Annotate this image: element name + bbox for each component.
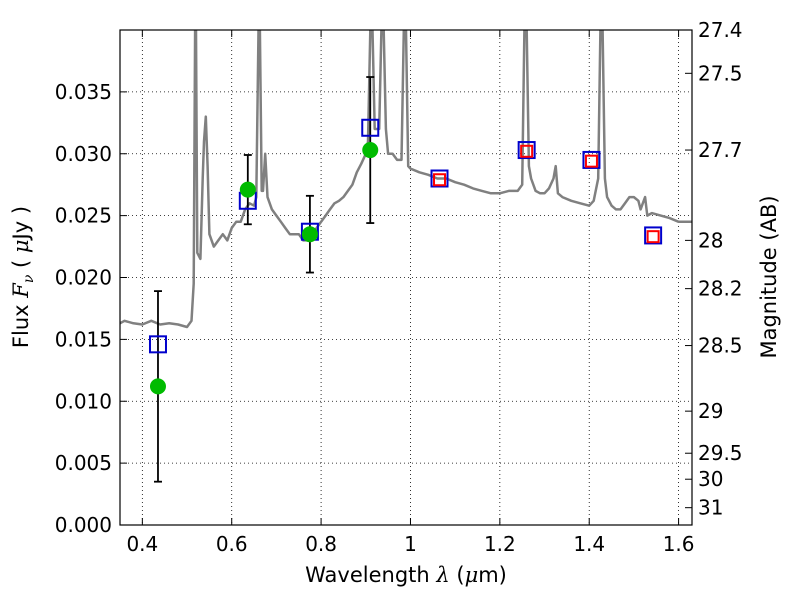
y2-tick-label: 28.2 [698, 277, 743, 301]
blue-square-point [517, 141, 536, 160]
y2-tick-label: 29.5 [698, 441, 743, 465]
green-circle-point [362, 142, 379, 159]
y-tick-label: 0.015 [55, 327, 112, 351]
red-square-point [646, 230, 660, 244]
green-circle-point [301, 226, 318, 243]
y-tick-label: 0.005 [55, 451, 112, 475]
y2-tick-label: 28 [698, 228, 723, 252]
red-square-point [433, 173, 447, 187]
blue-square-point [582, 150, 601, 169]
x-tick-label: 1.6 [663, 532, 695, 556]
plot-area [120, 30, 692, 483]
model-spectrum-line [120, 30, 692, 329]
red-square-point [520, 144, 534, 158]
y2-tick-label: 30 [698, 467, 723, 491]
y-tick-label: 0.025 [55, 204, 112, 228]
x-axis-title: Wavelength λ (μm) [305, 563, 507, 587]
y-axis-title: Flux Fν ( μJy ) [9, 206, 37, 348]
blue-square-point [148, 335, 167, 354]
y-tick-label: 0.010 [55, 389, 112, 413]
red-square-point [584, 154, 598, 168]
y2-tick-label: 27.7 [698, 138, 743, 162]
blue-square-point [644, 226, 663, 245]
x-tick-label: 1.2 [484, 532, 516, 556]
green-circle-point [149, 378, 166, 395]
x-tick-label: 0.8 [305, 532, 337, 556]
y2-tick-label: 31 [698, 496, 723, 520]
y-tick-label: 0.030 [55, 142, 112, 166]
x-tick-label: 0.6 [216, 532, 248, 556]
x-tick-label: 0.4 [126, 532, 158, 556]
y2-tick-label: 27.4 [698, 18, 743, 42]
x-tick-label: 1 [404, 532, 417, 556]
tick-labels: 0.4 0.6 0.8 1 1.2 1.4 1.6 0.000 0.005 0.010 0.015 0… [55, 18, 743, 556]
x-tick-label: 1.4 [573, 532, 605, 556]
ticks [120, 29, 692, 526]
blue-square-point [361, 118, 380, 137]
y-tick-label: 0.035 [55, 80, 112, 104]
y2-tick-label: 28.5 [698, 334, 743, 358]
blue-square-point [430, 169, 449, 188]
green-circle-point [239, 181, 256, 198]
y2-tick-label: 27.5 [698, 61, 743, 85]
y2-axis-title: Magnitude (AB) [757, 195, 781, 358]
y-tick-label: 0.000 [55, 513, 112, 537]
y2-tick-label: 29 [698, 399, 723, 423]
y-tick-label: 0.020 [55, 266, 112, 290]
